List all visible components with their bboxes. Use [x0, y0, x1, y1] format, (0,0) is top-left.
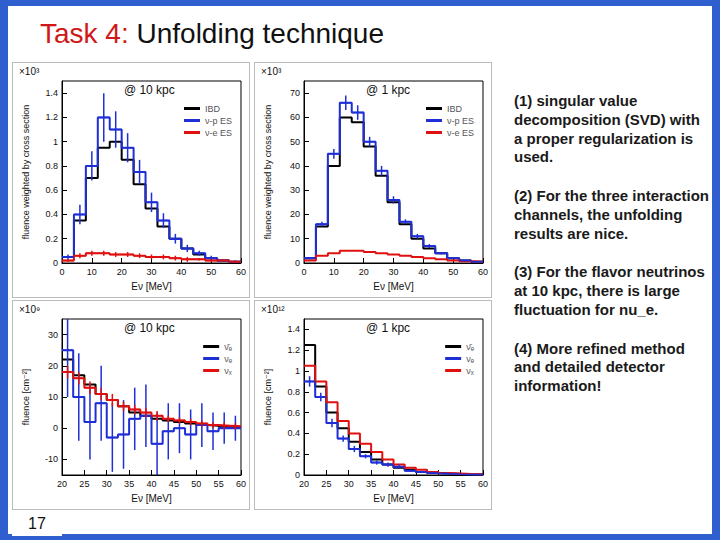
svg-text:30: 30: [388, 267, 398, 277]
svg-text:0: 0: [295, 258, 300, 268]
html-text:(1) singular value decompositi: (1) singular value decomposition (SVD) w…: [514, 92, 700, 166]
svg-text:@ 10 kpc: @ 10 kpc: [124, 83, 175, 97]
svg-text:×10³: ×10³: [19, 66, 40, 77]
svg-text:40: 40: [146, 479, 156, 489]
svg-text:40: 40: [290, 161, 300, 171]
svg-text:40: 40: [418, 267, 428, 277]
svg-text:0.8: 0.8: [45, 161, 58, 171]
svg-text:1.4: 1.4: [45, 88, 58, 98]
svg-text:1: 1: [53, 137, 58, 147]
svg-text:10: 10: [329, 267, 339, 277]
svg-text:0: 0: [295, 470, 300, 480]
svg-text:0: 0: [301, 267, 306, 277]
svg-text:fluence weighted by cross sect: fluence weighted by cross section: [263, 105, 273, 240]
svg-text:Eν [MeV]: Eν [MeV]: [373, 493, 414, 504]
svg-text:50: 50: [448, 267, 458, 277]
svg-text:Eν [MeV]: Eν [MeV]: [373, 281, 414, 292]
svg-text:ν-p ES: ν-p ES: [205, 116, 232, 126]
svg-text:25: 25: [79, 479, 89, 489]
svg-text:20: 20: [48, 361, 58, 371]
svg-text:20: 20: [290, 209, 300, 219]
svg-text:50: 50: [433, 479, 443, 489]
svg-text:30: 30: [102, 479, 112, 489]
svg-text:30: 30: [290, 185, 300, 195]
svg-text:νₓ: νₓ: [224, 366, 232, 376]
svg-text:10: 10: [87, 267, 97, 277]
svg-text:0.6: 0.6: [45, 185, 58, 195]
svg-text:@ 1 kpc: @ 1 kpc: [366, 83, 410, 97]
svg-text:νₑ: νₑ: [466, 354, 475, 364]
svg-text:10: 10: [290, 234, 300, 244]
svg-text:35: 35: [366, 479, 376, 489]
html-text:(2) For the three interaction: (2) For the three interaction channels, …: [514, 187, 709, 242]
svg-text:ν̄ₑ: ν̄ₑ: [466, 342, 475, 352]
svg-text:@ 10 kpc: @ 10 kpc: [124, 321, 175, 335]
svg-text:νₓ: νₓ: [466, 366, 474, 376]
svg-text:@ 1 kpc: @ 1 kpc: [366, 321, 410, 335]
html-text:(3) For the flavor neutrinos a: (3) For the flavor neutrinos at 10 kpc, …: [514, 263, 705, 318]
svg-text:0.4: 0.4: [287, 428, 300, 438]
svg-text:0: 0: [53, 423, 58, 433]
svg-text:ν-e ES: ν-e ES: [205, 128, 232, 138]
svg-text:IBD: IBD: [205, 104, 221, 114]
svg-text:20: 20: [57, 479, 67, 489]
svg-text:0.8: 0.8: [287, 387, 300, 397]
svg-text:35: 35: [124, 479, 134, 489]
svg-text:ν-e ES: ν-e ES: [447, 128, 474, 138]
svg-text:IBD: IBD: [447, 104, 463, 114]
svg-text:50: 50: [206, 267, 216, 277]
svg-text:60: 60: [236, 479, 246, 489]
svg-text:60: 60: [478, 479, 488, 489]
svg-text:ν̄ₑ: ν̄ₑ: [224, 342, 233, 352]
svg-text:55: 55: [456, 479, 466, 489]
svg-text:νₑ: νₑ: [224, 354, 233, 364]
svg-text:60: 60: [290, 112, 300, 122]
svg-text:10: 10: [48, 392, 58, 402]
svg-text:Eν [MeV]: Eν [MeV]: [131, 493, 172, 504]
svg-text:40: 40: [176, 267, 186, 277]
svg-text:30: 30: [146, 267, 156, 277]
svg-text:×10¹²: ×10¹²: [261, 304, 285, 315]
svg-text:55: 55: [214, 479, 224, 489]
svg-text:1.2: 1.2: [287, 345, 300, 355]
svg-text:ν-p ES: ν-p ES: [447, 116, 474, 126]
html-text:Task 4: Unfolding technique: Task 4: Unfolding technique: [40, 18, 384, 49]
svg-text:45: 45: [411, 479, 421, 489]
svg-text:60: 60: [236, 267, 246, 277]
svg-text:70: 70: [290, 88, 300, 98]
svg-text:0.6: 0.6: [287, 408, 300, 418]
svg-text:1.4: 1.4: [287, 324, 300, 334]
svg-text:Eν [MeV]: Eν [MeV]: [131, 281, 172, 292]
svg-text:20: 20: [117, 267, 127, 277]
svg-text:45: 45: [169, 479, 179, 489]
svg-text:25: 25: [321, 479, 331, 489]
svg-text:0: 0: [59, 267, 64, 277]
svg-text:0: 0: [53, 258, 58, 268]
svg-text:20: 20: [299, 479, 309, 489]
svg-text:fluence [cm⁻²]: fluence [cm⁻²]: [21, 369, 31, 425]
svg-text:×10⁹: ×10⁹: [19, 304, 40, 315]
svg-text:-10: -10: [45, 454, 58, 464]
svg-text:fluence [cm⁻²]: fluence [cm⁻²]: [263, 369, 273, 425]
html-text:(4) More refined method and de: (4) More refined method and detailed det…: [514, 339, 685, 394]
svg-text:50: 50: [290, 137, 300, 147]
svg-text:40: 40: [388, 479, 398, 489]
svg-text:30: 30: [48, 330, 58, 340]
svg-text:0.4: 0.4: [45, 209, 58, 219]
svg-text:20: 20: [359, 267, 369, 277]
svg-text:50: 50: [191, 479, 201, 489]
svg-text:30: 30: [344, 479, 354, 489]
svg-text:fluence weighted by cross sect: fluence weighted by cross section: [21, 105, 31, 240]
svg-text:1.2: 1.2: [45, 112, 58, 122]
svg-text:×10³: ×10³: [261, 66, 282, 77]
html-text:17: 17: [28, 515, 46, 532]
svg-text:0.2: 0.2: [287, 449, 300, 459]
svg-text:0.2: 0.2: [45, 234, 58, 244]
svg-text:1: 1: [295, 366, 300, 376]
svg-text:60: 60: [478, 267, 488, 277]
